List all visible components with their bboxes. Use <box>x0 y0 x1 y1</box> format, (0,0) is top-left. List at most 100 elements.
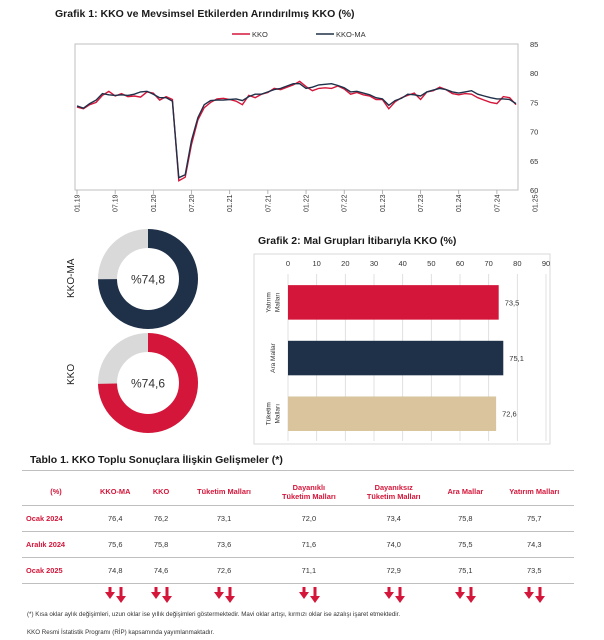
arrow-cell <box>266 584 351 609</box>
arrow-down-icon <box>309 596 320 603</box>
table-cell: 71,6 <box>266 531 352 558</box>
arrow-cell <box>90 584 140 609</box>
category-label: Ara Mallar <box>270 342 277 372</box>
arrow-down-icon-shaft <box>165 587 169 597</box>
column-header-line: Dayanıklı <box>292 482 326 492</box>
x-tick-label: 70 <box>484 259 492 268</box>
y-tick-label: 85 <box>530 40 538 49</box>
arrow-cell <box>351 584 436 609</box>
x-tick-label: 01.20 <box>151 194 158 212</box>
chart1-title: Grafik 1: KKO ve Mevsimsel Etkilerden Ar… <box>55 8 355 20</box>
x-tick-label: 20 <box>341 259 349 268</box>
row-label <box>22 584 90 609</box>
data-label: 73,5 <box>505 298 520 307</box>
arrow-down-icon <box>455 592 466 599</box>
column-header: KKO-MA <box>90 478 141 506</box>
table-cell: 75,7 <box>494 505 574 532</box>
table-cell: 75,8 <box>140 531 182 558</box>
arrow-down-icon <box>394 596 405 603</box>
arrow-down-icon-shaft <box>458 587 462 593</box>
table-cell: 76,4 <box>90 505 141 532</box>
legend-label-kko-ma: KKO-MA <box>336 30 366 39</box>
x-tick-label: 07.19 <box>113 194 120 212</box>
data-label: 72,6 <box>502 410 517 419</box>
data-label: 75,1 <box>509 354 524 363</box>
column-header-unit: (%) <box>22 478 90 506</box>
table-cell: 73,1 <box>181 505 267 532</box>
x-tick-label: 40 <box>398 259 406 268</box>
table-cell: 73,4 <box>351 505 437 532</box>
table-cell: 75,6 <box>90 531 141 558</box>
donut-kko-ma: %74,8 <box>98 229 198 329</box>
arrow-down-icon <box>151 592 162 599</box>
table-cell: 71,1 <box>266 557 352 584</box>
x-tick-label: 30 <box>370 259 378 268</box>
y-tick-label: 80 <box>530 69 538 78</box>
arrow-down-icon-shaft <box>387 587 391 593</box>
arrow-down-icon <box>105 592 116 599</box>
donut2-label: KKO <box>66 363 77 385</box>
donut-value-label: %74,8 <box>131 273 165 287</box>
column-header-line: Tüketim Malları <box>281 491 336 501</box>
table-cell: 74,8 <box>90 557 141 584</box>
table-row: Ocak 2025 74,8 74,6 72,6 71,1 72,9 75,1 73,5 <box>22 557 574 584</box>
x-tick-label: 07.22 <box>342 194 349 212</box>
x-tick-label: 07.20 <box>189 194 196 212</box>
column-header: Dayanıksız Tüketim Malları <box>351 478 437 506</box>
chart-frame <box>253 253 551 445</box>
x-tick-label: 07.24 <box>494 194 501 212</box>
x-tick-label: 01.22 <box>304 194 311 212</box>
column-header: Ara Mallar <box>436 478 495 506</box>
column-header-line: Dayanıksız <box>374 482 413 492</box>
arrow-down-icon <box>466 596 477 603</box>
arrow-down-icon-shaft <box>527 587 531 593</box>
line-chart-kko: 60 65 70 75 80 85 01.19 07.19 01.20 07.20 01.21 07.… <box>74 30 540 212</box>
arrow-down-icon <box>524 592 535 599</box>
table-row: Ocak 2024 76,4 76,2 73,1 72,0 73,4 75,8 75,7 <box>22 505 574 532</box>
bar <box>288 285 499 320</box>
x-tick-label: 10 <box>312 259 320 268</box>
footnote-rip: KKO Resmi İstatistik Programı (RİP) kaps… <box>27 629 215 636</box>
arrow-down-icon <box>535 596 546 603</box>
row-label: Aralık 2024 <box>22 531 90 558</box>
arrow-icons <box>214 587 235 603</box>
table-cell: 73,5 <box>494 557 574 584</box>
arrow-icons <box>298 587 320 603</box>
column-header: KKO <box>140 478 182 506</box>
x-tick-label: 0 <box>286 259 290 268</box>
donut-kko: %74,6 <box>98 333 198 433</box>
table-title: Tablo 1. KKO Toplu Sonuçlara İlişkin Gel… <box>30 454 283 466</box>
table-row: Aralık 2024 75,6 75,8 73,6 71,6 74,0 75,5 74,3 <box>22 531 574 558</box>
table-cell: 74,3 <box>494 531 574 558</box>
y-tick-label: 65 <box>530 157 538 166</box>
arrow-icons <box>455 587 477 603</box>
x-tick-label: 90 <box>542 259 550 268</box>
donut-value-arc <box>98 229 198 329</box>
arrow-down-icon <box>116 596 127 603</box>
table-row-arrows <box>22 584 574 609</box>
arrow-cell <box>495 584 575 609</box>
arrow-down-icon-shaft <box>313 587 317 597</box>
arrow-down-icon-shaft <box>398 587 402 597</box>
column-header: Tüketim Malları <box>181 478 267 506</box>
arrow-down-icon-shaft <box>538 587 542 597</box>
arrow-icons <box>151 587 173 603</box>
x-tick-label: 60 <box>456 259 464 268</box>
arrow-down-icon <box>225 596 235 603</box>
table-cell: 72,0 <box>266 505 352 532</box>
row-label: Ocak 2025 <box>22 557 90 584</box>
x-tick-label: 50 <box>427 259 435 268</box>
arrow-down-icon-shaft <box>228 587 232 597</box>
arrow-down-icon-shaft <box>108 587 112 593</box>
plot-frame <box>74 43 519 191</box>
table-cell: 75,8 <box>436 505 495 532</box>
y-tick-label: 75 <box>530 98 538 107</box>
arrow-down-icon-shaft <box>469 587 473 597</box>
bar <box>288 340 504 376</box>
column-header: Dayanıklı Tüketim Malları <box>266 478 352 506</box>
table-cell: 74,6 <box>140 557 182 584</box>
row-label: Ocak 2024 <box>22 505 90 532</box>
column-header-line: Tüketim Malları <box>366 491 421 501</box>
donut1-label: KKO-MA <box>66 258 77 298</box>
category-label: Malları <box>275 404 282 424</box>
